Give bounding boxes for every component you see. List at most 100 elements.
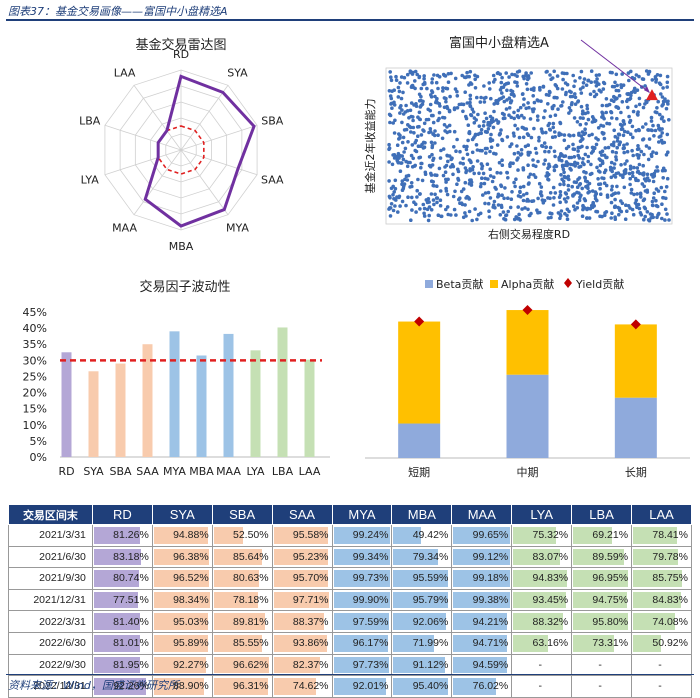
scatter-point (621, 83, 626, 87)
table-cell-databar (573, 591, 627, 609)
scatter-point (540, 131, 545, 135)
scatter-point (612, 162, 617, 166)
volatility-bar-laa (304, 359, 315, 457)
scatter-point (489, 96, 493, 101)
scatter-point (538, 85, 542, 90)
scatter-point (651, 150, 655, 154)
scatter-point (562, 154, 566, 159)
scatter-point (637, 206, 642, 211)
scatter-point (647, 69, 652, 74)
scatter-point (445, 205, 450, 209)
scatter-point (585, 184, 590, 188)
scatter-point (492, 175, 496, 179)
scatter-point (560, 71, 565, 75)
table-cell: 89.81% (211, 610, 273, 633)
scatter-point (520, 92, 525, 96)
scatter-point (499, 183, 503, 187)
scatter-point (433, 192, 437, 197)
scatter-point (501, 85, 506, 89)
scatter-point (402, 150, 406, 154)
scatter-point (507, 96, 512, 100)
table-cell-databar (513, 591, 567, 609)
scatter-point (401, 90, 405, 95)
scatter-point (664, 196, 668, 201)
scatter-point (659, 138, 664, 143)
scatter-point (444, 163, 449, 168)
scatter-point (435, 173, 439, 178)
contrib-xtick: 中期 (517, 466, 539, 479)
table-cell-databar (273, 548, 328, 566)
scatter-point (478, 184, 483, 189)
table-header-9: LBA (571, 504, 633, 525)
scatter-point (398, 81, 402, 85)
table-cell-databar (453, 634, 508, 652)
table-cell: 97.59% (331, 610, 393, 633)
scatter-point (387, 112, 392, 117)
scatter-point (466, 123, 471, 127)
scatter-point (521, 167, 526, 172)
scatter-point (399, 75, 404, 79)
scatter-point (487, 209, 491, 213)
scatter-point (489, 132, 493, 137)
scatter-point (595, 77, 599, 81)
scatter-point (633, 201, 638, 205)
scatter-point (444, 86, 448, 91)
scatter-point (512, 180, 516, 185)
scatter-point (657, 135, 662, 139)
table-cell: 99.73% (331, 567, 393, 590)
radar-axis-label-saa: SAA (261, 174, 284, 187)
contrib-yield-point (630, 319, 641, 330)
scatter-point (642, 184, 646, 189)
table-cell: 93.45% (511, 588, 573, 612)
scatter-point (651, 123, 655, 128)
volatility-bar-maa (223, 333, 234, 457)
scatter-point (527, 175, 531, 179)
scatter-point (502, 196, 506, 201)
scatter-point (500, 158, 504, 162)
radar-axis-label-maa: MAA (112, 222, 137, 235)
bottom-rule (6, 674, 694, 675)
scatter-point (582, 77, 587, 81)
scatter-point (404, 103, 408, 108)
scatter-point (410, 143, 415, 147)
scatter-point (404, 203, 408, 208)
scatter-point (587, 133, 591, 138)
scatter-point (655, 165, 659, 169)
scatter-point (465, 70, 469, 75)
scatter-point (573, 102, 578, 106)
scatter-point (430, 143, 435, 148)
scatter-point (429, 208, 434, 212)
scatter-point (569, 155, 574, 160)
contrib-yield-point (414, 316, 425, 327)
table-header-2: SYA (151, 504, 213, 525)
scatter-point (415, 188, 420, 193)
scatter-point (483, 191, 488, 195)
scatter-point (552, 168, 557, 173)
scatter-point (613, 197, 617, 202)
scatter-point (534, 164, 538, 169)
table-cell: 73.31% (571, 631, 633, 655)
scatter-point (580, 137, 584, 142)
scatter-point (548, 191, 553, 195)
table-cell-databar (93, 570, 140, 587)
scatter-point (581, 109, 585, 113)
scatter-point (496, 195, 500, 199)
scatter-point (660, 202, 664, 206)
table-cell-databar (633, 570, 682, 587)
scatter-point (498, 213, 503, 217)
volatility-bar-saa (142, 344, 153, 457)
radar-axis-label-lya: LYA (81, 174, 100, 187)
scatter-point (576, 145, 581, 150)
scatter-point (663, 207, 668, 212)
scatter-point (641, 137, 646, 141)
scatter-point (521, 193, 526, 197)
scatter-point (652, 191, 656, 195)
scatter-point (465, 194, 470, 199)
table-cell-databar (93, 634, 140, 652)
table-cell: 85.75% (631, 567, 692, 590)
table-cell-databar (333, 656, 390, 674)
scatter-point (622, 185, 627, 190)
scatter-point (429, 140, 434, 145)
scatter-point (512, 110, 516, 115)
scatter-point (392, 190, 397, 194)
